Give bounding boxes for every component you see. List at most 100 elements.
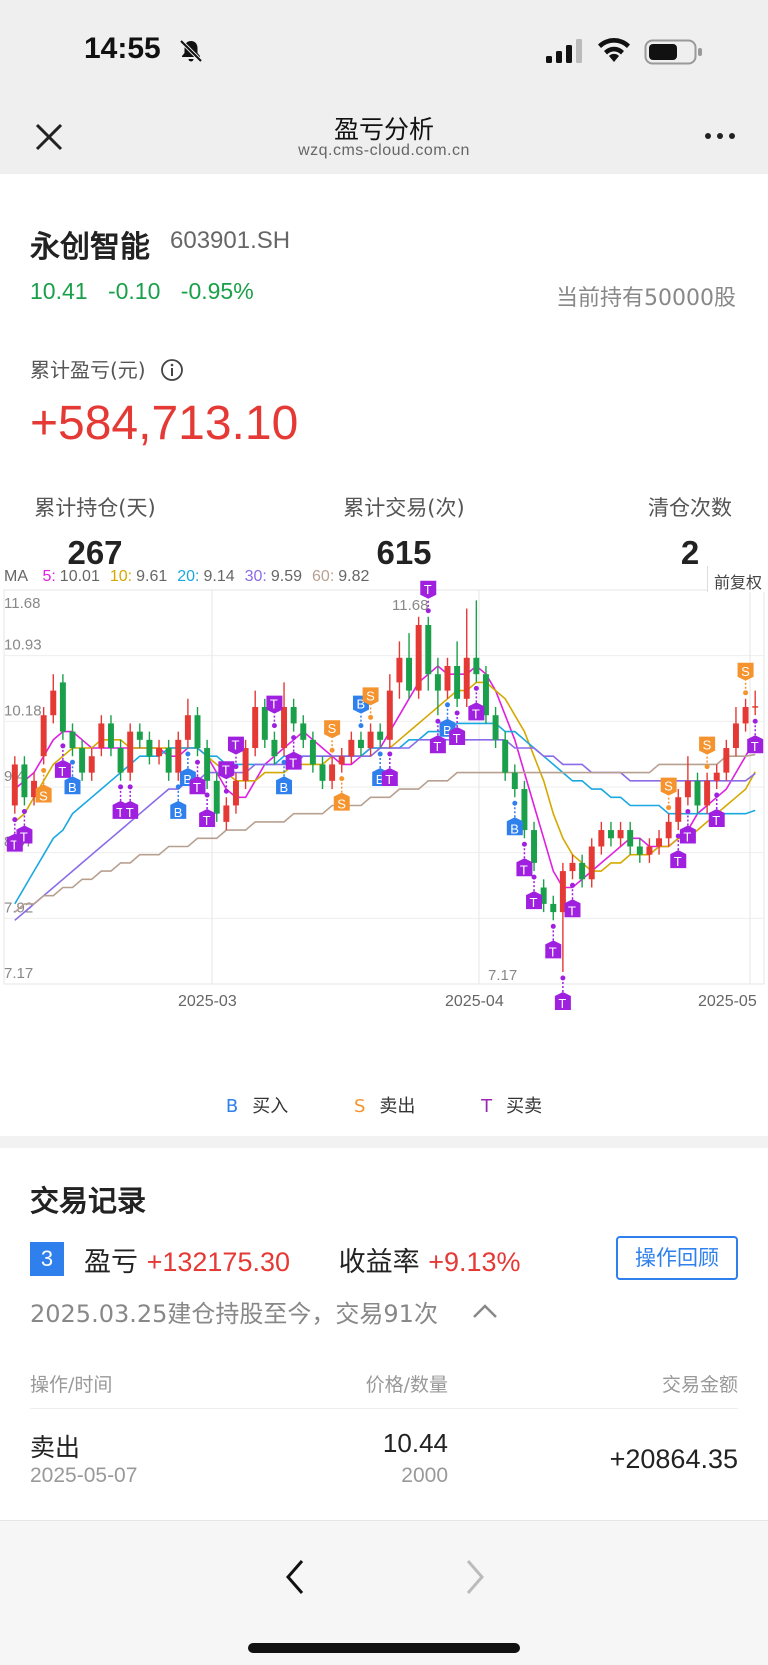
marker-tag	[199, 809, 216, 828]
marker-dot	[752, 718, 758, 724]
review-button[interactable]: 操作回顾	[616, 1236, 738, 1280]
marker-letter: B	[510, 821, 519, 836]
candle	[338, 756, 345, 765]
candle	[69, 731, 76, 749]
marker-letter: B	[443, 723, 452, 738]
marker-dot	[454, 710, 460, 716]
candle	[559, 871, 566, 913]
stock-change-pct: -0.95%	[180, 278, 254, 304]
ma-value: 9.59	[270, 568, 303, 585]
candle	[656, 838, 663, 847]
bell-muted-icon	[179, 39, 203, 63]
stat-value: 2	[680, 534, 700, 571]
legend-label: 买卖	[506, 1096, 543, 1117]
candle	[607, 830, 614, 839]
round-summary: 盈亏 +132175.30 收益率 +9.13%	[84, 1240, 521, 1279]
marker-letter: B	[376, 772, 385, 787]
candle	[684, 780, 691, 798]
marker-tag	[449, 727, 466, 746]
ma-key: 60:	[312, 568, 335, 585]
battery-icon	[644, 39, 702, 65]
candle	[11, 764, 18, 806]
close-icon[interactable]	[30, 118, 68, 156]
marker-tag	[218, 761, 235, 780]
marker-letter: T	[20, 829, 28, 844]
marker-letter: T	[126, 805, 134, 820]
ma-value: 9.82	[338, 568, 370, 585]
marker-tag	[324, 720, 341, 739]
back-arrow-icon[interactable]	[280, 1557, 310, 1597]
candle	[271, 739, 278, 757]
legend-label: 买入	[252, 1096, 289, 1117]
stat-label: 清仓次数	[648, 496, 732, 520]
marker-dot	[714, 792, 720, 798]
candle	[136, 731, 143, 740]
holding-text: 当前持有50000股	[556, 286, 736, 311]
header-action: 操作/时间	[30, 1374, 113, 1396]
legend-label: 卖出	[379, 1096, 416, 1117]
kline-chart[interactable]: 11.6810.9310.189.48.677.927.172025-03202…	[0, 566, 768, 1038]
round-since-row[interactable]: 2025.03.25建仓持股至今，交易91次	[30, 1294, 498, 1329]
marker-dot	[329, 747, 335, 753]
marker-letter: S	[664, 779, 673, 794]
ma-key: 30:	[244, 568, 267, 585]
marker-letter: B	[183, 772, 192, 787]
info-icon[interactable]	[160, 358, 184, 382]
nav-header: 盈亏分析 wzq.cms-cloud.com.cn	[0, 100, 768, 174]
round-pl-label: 盈亏	[84, 1247, 138, 1278]
marker-dot	[666, 805, 672, 811]
marker-tag	[276, 776, 293, 795]
marker-letter: T	[530, 895, 538, 910]
candle	[636, 846, 643, 855]
marker-dot	[271, 723, 277, 729]
marker-dot	[281, 759, 287, 765]
candle	[617, 830, 624, 839]
candle	[329, 764, 336, 781]
marker-tag	[506, 817, 523, 836]
marker-tag	[747, 735, 764, 754]
candle	[454, 665, 461, 699]
ma-value: 10.01	[59, 568, 100, 585]
marker-tag	[227, 736, 244, 755]
candle	[588, 846, 595, 880]
marker-letter: B	[174, 805, 183, 820]
y-tick-label: 10.18	[4, 702, 42, 719]
marker-dot	[473, 685, 479, 691]
candle	[598, 830, 605, 847]
header-amount: 交易金额	[661, 1374, 738, 1396]
round-badge: 3	[30, 1242, 64, 1276]
y-tick-label: 10.93	[4, 637, 42, 654]
candle	[742, 707, 749, 724]
trade-date: 2025-05-07	[30, 1464, 138, 1487]
browser-toolbar	[0, 1520, 768, 1665]
candle	[165, 748, 172, 773]
legend-letter: T	[481, 1096, 493, 1117]
more-icon[interactable]	[700, 124, 740, 148]
marker-dot	[195, 759, 200, 765]
candle	[127, 731, 134, 773]
marker-dot	[445, 702, 450, 708]
chevron-up-icon[interactable]	[472, 1303, 498, 1319]
candle	[290, 707, 297, 724]
marker-tag	[660, 777, 677, 796]
y-tick-label: 7.17	[4, 965, 33, 982]
marker-dot	[118, 784, 124, 790]
marker-tag	[122, 800, 139, 819]
marker-tag	[54, 759, 71, 778]
marker-letter: T	[674, 854, 682, 869]
stock-change: -0.10	[107, 278, 161, 304]
ma-item: 30: 9.59	[245, 568, 302, 585]
summary-card: 永创智能 603901.SH 10.41 -0.10 -0.95% 当前持有50…	[0, 174, 768, 1136]
candle	[184, 715, 191, 740]
trade-amount: +20864.35	[609, 1444, 738, 1474]
stock-code: 603901.SH	[170, 227, 291, 254]
forward-arrow-icon[interactable]	[460, 1557, 490, 1597]
ma-value: 9.14	[203, 568, 235, 585]
marker-dot	[204, 792, 210, 798]
marker-tag	[516, 858, 533, 877]
marker-dot	[223, 788, 229, 794]
x-tick-label: 2025-04	[445, 993, 504, 1010]
stat-holding-days: 累计持仓(天) 267	[30, 492, 160, 572]
marker-letter: T	[222, 762, 230, 777]
adjust-toggle[interactable]: 前复权	[706, 566, 768, 592]
